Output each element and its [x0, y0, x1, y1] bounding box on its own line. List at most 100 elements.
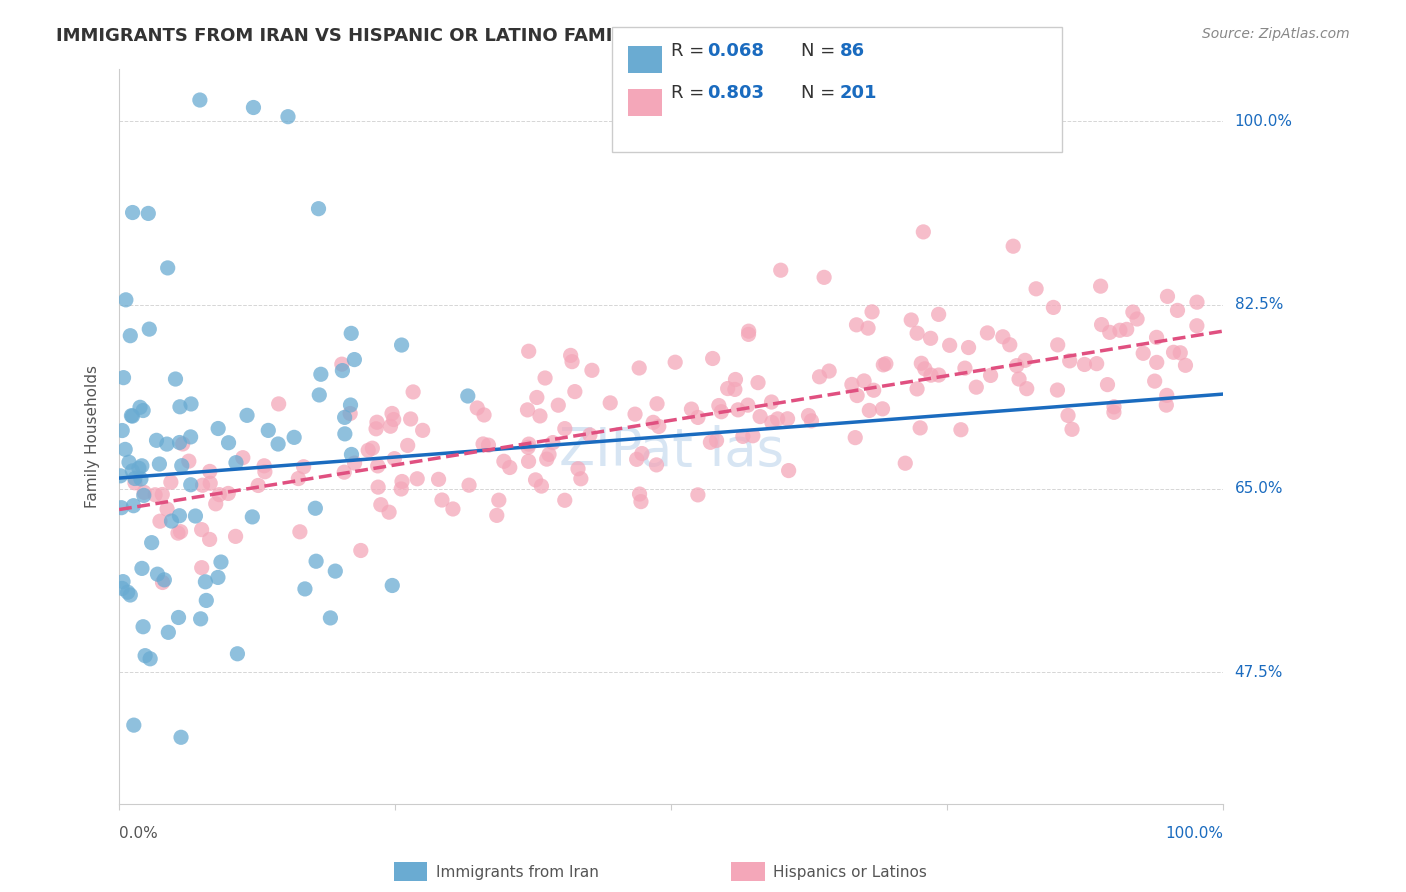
Point: [769, 263, 792, 277]
Point: [626, 452, 648, 467]
Point: [188, 93, 211, 107]
Point: [111, 574, 134, 589]
Text: N =: N =: [801, 84, 841, 102]
Point: [920, 331, 942, 345]
Point: [458, 478, 481, 492]
Point: [841, 377, 863, 392]
Point: [1046, 383, 1069, 397]
Point: [391, 475, 413, 489]
Point: [1102, 405, 1125, 419]
Point: [114, 442, 136, 457]
Point: [240, 509, 263, 524]
Point: [928, 307, 950, 321]
Point: [516, 402, 538, 417]
Point: [747, 376, 769, 390]
Point: [381, 578, 404, 592]
Point: [156, 502, 179, 516]
Point: [965, 380, 987, 394]
Point: [247, 478, 270, 492]
Point: [800, 414, 823, 428]
Text: 100.0%: 100.0%: [1234, 113, 1292, 128]
Point: [180, 477, 202, 491]
Point: [554, 422, 576, 436]
Point: [567, 462, 589, 476]
Point: [761, 395, 783, 409]
Point: [287, 472, 309, 486]
Point: [121, 464, 143, 478]
Point: [928, 368, 950, 382]
Point: [131, 561, 153, 575]
Point: [207, 570, 229, 584]
Point: [862, 383, 884, 397]
Point: [333, 426, 356, 441]
Point: [195, 593, 218, 607]
Point: [384, 451, 406, 466]
Point: [536, 452, 558, 467]
Point: [998, 338, 1021, 352]
Point: [180, 397, 202, 411]
Point: [323, 564, 346, 578]
Text: ZIPat las: ZIPat las: [558, 425, 783, 476]
Point: [382, 412, 405, 426]
Point: [856, 321, 879, 335]
Point: [122, 718, 145, 732]
Text: IMMIGRANTS FROM IRAN VS HISPANIC OR LATINO FAMILY HOUSEHOLDS CORRELATION CHART: IMMIGRANTS FROM IRAN VS HISPANIC OR LATI…: [56, 27, 1001, 45]
Point: [1059, 354, 1081, 368]
Point: [430, 493, 453, 508]
Point: [526, 391, 548, 405]
Text: R =: R =: [671, 42, 710, 60]
Point: [120, 328, 142, 343]
Point: [492, 454, 515, 468]
Point: [333, 410, 356, 425]
Point: [517, 437, 540, 451]
Point: [292, 459, 315, 474]
Point: [465, 401, 488, 415]
Point: [530, 479, 553, 493]
Point: [628, 361, 651, 376]
Point: [156, 260, 179, 275]
Point: [169, 508, 191, 523]
Point: [149, 514, 172, 528]
Point: [236, 409, 259, 423]
Point: [190, 560, 212, 574]
Point: [232, 450, 254, 465]
Point: [472, 437, 495, 451]
Point: [217, 486, 239, 500]
Point: [561, 354, 583, 368]
Point: [761, 416, 783, 430]
Point: [648, 419, 671, 434]
Point: [529, 409, 551, 423]
Point: [1132, 346, 1154, 360]
Point: [488, 493, 510, 508]
Point: [485, 508, 508, 523]
Point: [1046, 338, 1069, 352]
Point: [569, 472, 592, 486]
Point: [364, 422, 387, 436]
Point: [117, 585, 139, 599]
Point: [1098, 326, 1121, 340]
Point: [912, 225, 935, 239]
Point: [148, 457, 170, 471]
Point: [628, 487, 651, 501]
Point: [645, 397, 668, 411]
Point: [524, 473, 547, 487]
Point: [139, 652, 162, 666]
Point: [208, 488, 231, 502]
Point: [110, 468, 132, 483]
Point: [1025, 282, 1047, 296]
Point: [396, 438, 419, 452]
Point: [129, 472, 152, 486]
Point: [1005, 359, 1028, 373]
Text: 100.0%: 100.0%: [1166, 826, 1223, 841]
Point: [200, 476, 222, 491]
Text: N =: N =: [801, 42, 841, 60]
Point: [1014, 353, 1036, 368]
Point: [367, 480, 389, 494]
Point: [207, 421, 229, 435]
Point: [136, 206, 159, 220]
Point: [242, 101, 264, 115]
Point: [818, 364, 841, 378]
Point: [845, 318, 868, 332]
Point: [920, 368, 942, 383]
Point: [1008, 372, 1031, 386]
